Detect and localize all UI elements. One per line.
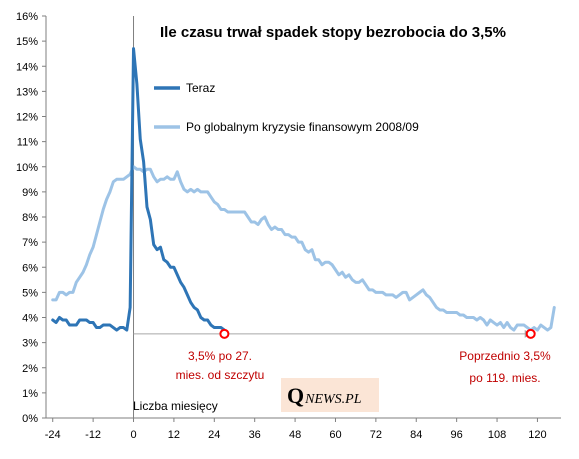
- y-tick-label: 11%: [17, 137, 38, 149]
- y-tick-label: 1%: [22, 388, 38, 400]
- legend: Teraz Po globalnym kryzysie finansowym 2…: [154, 81, 419, 134]
- y-tick-label: 0%: [22, 413, 38, 425]
- y-tick-label: 3%: [22, 338, 38, 350]
- x-tick-label: 12: [168, 429, 180, 441]
- y-tick-label: 8%: [22, 212, 38, 224]
- annotation-kryzys-line-2: po 119. mies.: [469, 371, 540, 385]
- x-tick-label: 96: [451, 429, 463, 441]
- annotation-kryzys-line-1: Poprzednio 3,5%: [459, 349, 551, 363]
- legend-label-teraz: Teraz: [186, 81, 215, 95]
- y-tick-label: 6%: [22, 262, 38, 274]
- series-line-kryzys: [51, 165, 556, 332]
- x-tick-label: 24: [208, 429, 220, 441]
- x-tick-label: 84: [410, 429, 422, 441]
- annotation-teraz-line-2: mies. od szczytu: [176, 368, 265, 382]
- y-tick-label: 14%: [16, 61, 38, 73]
- y-tick-label: 16%: [16, 11, 38, 23]
- legend-label-kryzys: Po globalnym kryzysie finansowym 2008/09: [186, 120, 419, 134]
- x-axis-label: Liczba miesięcy: [133, 399, 218, 413]
- x-tick-label: 72: [370, 429, 382, 441]
- y-tick-label: 12%: [16, 112, 38, 124]
- y-tick-label: 2%: [22, 363, 38, 375]
- x-tick-label: -12: [85, 429, 101, 441]
- x-tick-label: 108: [488, 429, 506, 441]
- logo-letters-rest: NEWS.PL: [304, 392, 362, 407]
- annotation-kryzys: Poprzednio 3,5% po 119. mies.: [459, 349, 551, 385]
- logo-letter-q: Q: [287, 383, 304, 408]
- x-tick-label: -24: [45, 429, 61, 441]
- x-tick-label: 0: [130, 429, 136, 441]
- x-tick-label: 120: [528, 429, 546, 441]
- y-tick-label: 7%: [22, 237, 38, 249]
- logo-text: QNEWS.PL: [287, 383, 362, 408]
- chart-title: Ile czasu trwał spadek stopy bezrobocia …: [160, 24, 506, 41]
- qnews-logo: QNEWS.PL: [281, 378, 379, 412]
- annotation-teraz: 3,5% po 27. mies. od szczytu: [176, 349, 265, 382]
- y-tick-label: 4%: [22, 313, 38, 325]
- x-tick-label: 60: [329, 429, 341, 441]
- annotation-teraz-line-1: 3,5% po 27.: [188, 349, 252, 363]
- y-tick-label: 9%: [22, 187, 38, 199]
- y-tick-label: 15%: [16, 36, 38, 48]
- series-line-teraz: [51, 47, 226, 332]
- end-markers: [219, 328, 536, 339]
- marker-kryzys-end: [525, 328, 536, 339]
- y-tick-label: 5%: [22, 287, 38, 299]
- y-tick-label: 13%: [16, 86, 38, 98]
- marker-teraz-end: [219, 328, 230, 339]
- x-tick-label: 48: [289, 429, 301, 441]
- x-tick-label: 36: [249, 429, 261, 441]
- series-lines: [51, 47, 556, 332]
- logo-background: [281, 378, 379, 412]
- y-tick-label: 10%: [16, 162, 38, 174]
